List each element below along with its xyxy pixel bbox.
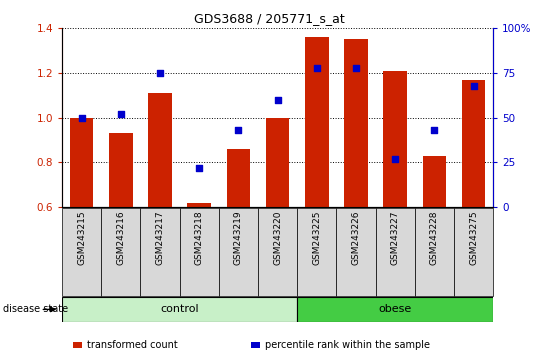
Bar [383,71,407,207]
Text: GSM243275: GSM243275 [469,210,478,265]
Bar [376,208,415,296]
Text: GSM243228: GSM243228 [430,210,439,265]
Bar [188,202,211,207]
Text: GSM243225: GSM243225 [312,210,321,265]
Text: GSM243215: GSM243215 [77,210,86,265]
Text: transformed count: transformed count [87,340,177,350]
Text: GSM243219: GSM243219 [234,210,243,265]
Bar [297,297,493,322]
Bar [297,208,336,296]
Bar [462,80,485,207]
Text: obese: obese [378,304,412,314]
Bar [62,208,101,296]
Bar [226,149,250,207]
Bar [454,208,493,296]
Text: GSM243226: GSM243226 [351,210,361,265]
Text: percentile rank within the sample: percentile rank within the sample [265,340,430,350]
Bar [423,156,446,207]
Point [116,111,125,117]
Point [430,127,439,133]
Bar [140,208,179,296]
Bar [179,208,219,296]
Point [351,65,360,70]
Point [234,127,243,133]
Bar [101,208,140,296]
Bar [148,93,172,207]
Bar [344,40,368,207]
Point [273,97,282,103]
Bar [305,37,329,207]
Text: control: control [160,304,199,314]
Text: GSM243216: GSM243216 [116,210,125,265]
Bar [109,133,133,207]
Bar [336,208,376,296]
Text: GSM243218: GSM243218 [195,210,204,265]
Bar [70,118,93,207]
Text: GSM243217: GSM243217 [155,210,164,265]
Text: GSM243220: GSM243220 [273,210,282,265]
Text: GDS3688 / 205771_s_at: GDS3688 / 205771_s_at [194,12,345,25]
Text: disease state: disease state [3,304,68,314]
Bar [266,118,289,207]
Point [391,156,399,162]
Bar [415,208,454,296]
Bar [219,208,258,296]
Bar [258,208,297,296]
Point [156,70,164,76]
Point [469,83,478,88]
Point [195,165,204,171]
Point [77,115,86,121]
Point [313,65,321,70]
Bar [62,297,297,322]
Text: GSM243227: GSM243227 [391,210,400,265]
